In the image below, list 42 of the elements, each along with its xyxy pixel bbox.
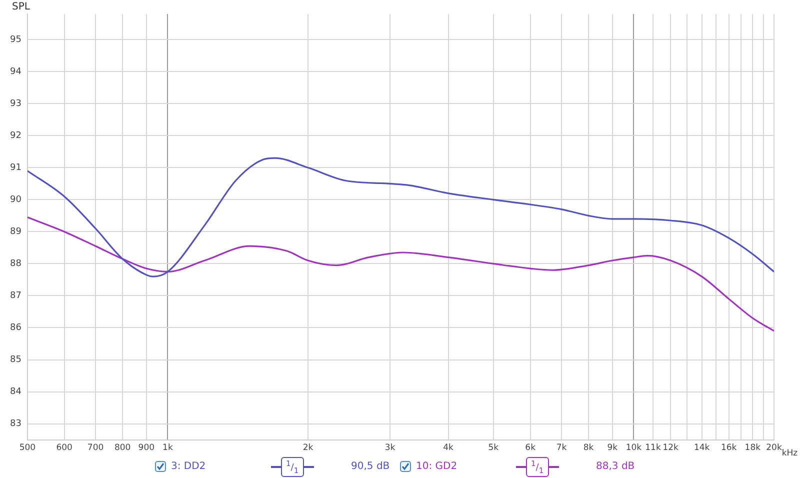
x-tick-label: 4k xyxy=(443,443,454,454)
x-tick-label: 600 xyxy=(56,443,72,454)
x-tick-label: 6k xyxy=(525,443,536,454)
x-axis-title: kHz xyxy=(782,448,798,458)
x-tick-label: 18k xyxy=(744,443,761,454)
y-tick-label: 87 xyxy=(10,291,22,302)
text: 10: GD2 xyxy=(416,461,458,472)
x-tick-label: 5k xyxy=(488,443,499,454)
x-tick-label: 14k xyxy=(694,443,710,454)
y-tick-label: 89 xyxy=(10,227,22,238)
x-tick-label: 11k xyxy=(645,443,661,454)
x-tick-label: 1k xyxy=(162,443,173,454)
x-tick-label: 10k xyxy=(626,443,642,454)
x-tick-label: 8k xyxy=(583,443,594,454)
x-tick-label: 9k xyxy=(607,443,618,454)
y-tick-label: 90 xyxy=(10,195,22,206)
x-tick-label: 800 xyxy=(114,443,131,454)
y-tick-label: 86 xyxy=(10,323,22,334)
text: 90,5 dB xyxy=(351,461,390,472)
y-tick-label: 92 xyxy=(10,131,22,141)
x-tick-label: 12k xyxy=(662,443,679,454)
x-tick-label: 16k xyxy=(720,443,737,454)
x-tick-label: 500 xyxy=(19,443,36,454)
text: 3: DD2 xyxy=(171,461,207,472)
y-tick-label: 93 xyxy=(10,98,22,109)
y-tick-label: 85 xyxy=(10,355,22,366)
y-tick-label: 88 xyxy=(10,259,22,270)
y-tick-label: 95 xyxy=(10,34,22,45)
x-tick-label: 2k xyxy=(302,443,314,454)
text: $^{1}$/$_{1}$ xyxy=(526,457,549,477)
x-tick-label: 900 xyxy=(138,443,155,454)
x-tick-label: 7k xyxy=(556,443,567,454)
text: 88,3 dB xyxy=(596,461,635,472)
x-tick-label: 700 xyxy=(87,443,104,454)
text: $^{1}$/$_{1}$ xyxy=(281,457,304,477)
y-tick-label: 91 xyxy=(10,163,22,174)
y-tick-label: 94 xyxy=(10,66,22,77)
x-tick-label: 20k xyxy=(766,443,782,454)
y-axis-title: SPL xyxy=(12,2,30,13)
x-tick-label: 3k xyxy=(384,443,396,454)
y-tick-label: 83 xyxy=(10,419,22,430)
y-tick-label: 84 xyxy=(10,387,22,398)
